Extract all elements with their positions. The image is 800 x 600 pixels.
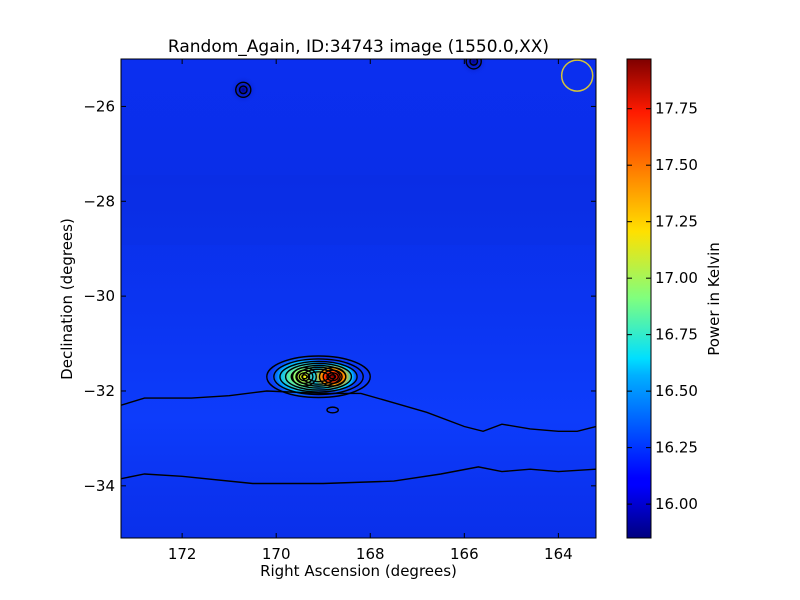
chart-title: Random_Again, ID:34743 image (1550.0,XX) <box>168 37 549 57</box>
contour-line <box>238 85 248 95</box>
x-tick-label: 168 <box>356 545 385 563</box>
colorbar-tick-label: 17.25 <box>655 213 698 231</box>
contour-line <box>298 372 311 382</box>
plot-frame <box>120 58 597 539</box>
colorbar-tick-label: 16.75 <box>655 326 698 344</box>
contour-line <box>273 358 364 396</box>
plot-area <box>121 59 596 538</box>
contour-line <box>465 59 482 70</box>
contour-line <box>235 81 252 99</box>
x-axis-label: Right Ascension (degrees) <box>260 562 457 580</box>
contour-line <box>291 366 317 387</box>
x-axis: 172 170 168 166 164 <box>168 59 573 563</box>
contour-line <box>322 369 343 385</box>
contour-line <box>329 374 337 380</box>
contour-line <box>121 466 596 485</box>
colorbar-gradient <box>626 58 652 539</box>
y-tick-label: −34 <box>83 477 115 495</box>
colorbar-tick-label: 16.50 <box>655 382 698 400</box>
contour-line <box>284 362 353 391</box>
colorbar-tick-label: 17.50 <box>655 156 698 174</box>
contour-line <box>266 355 371 399</box>
contour-line <box>469 59 479 66</box>
y-axis-label: Declination (degrees) <box>58 218 76 380</box>
colorbar-tick-label: 17.00 <box>655 269 698 287</box>
y-tick-label: −30 <box>83 287 115 305</box>
colorbar-tick-label: 16.00 <box>655 495 698 513</box>
contour-line <box>307 371 330 383</box>
contour-line <box>326 406 339 414</box>
y-tick-label: −26 <box>83 97 115 115</box>
contour-line <box>296 366 341 387</box>
colorbar-tick-label: 16.25 <box>655 439 698 457</box>
heatmap-background <box>121 59 596 538</box>
colorbar: 16.00 16.25 16.50 16.75 17.00 17.25 17.50 17.75… <box>626 58 723 539</box>
contour-line <box>301 374 308 380</box>
x-tick-label: 166 <box>450 545 479 563</box>
contour-line <box>318 366 347 387</box>
colorbar-label: Power in Kelvin <box>705 242 723 356</box>
source-blob <box>229 75 258 104</box>
contour-line <box>326 372 339 382</box>
colorbar-tick-label: 17.75 <box>655 100 698 118</box>
y-tick-label: −28 <box>83 192 115 210</box>
y-axis: −26 −28 −30 −32 −34 <box>83 97 596 495</box>
x-tick-label: 172 <box>168 545 197 563</box>
x-tick-label: 170 <box>262 545 291 563</box>
contour-line <box>121 390 596 433</box>
x-tick-label: 164 <box>544 545 573 563</box>
y-tick-label: −32 <box>83 382 115 400</box>
source-marker-circle <box>560 59 594 92</box>
contour-line <box>295 369 314 385</box>
contour-line <box>279 360 358 393</box>
